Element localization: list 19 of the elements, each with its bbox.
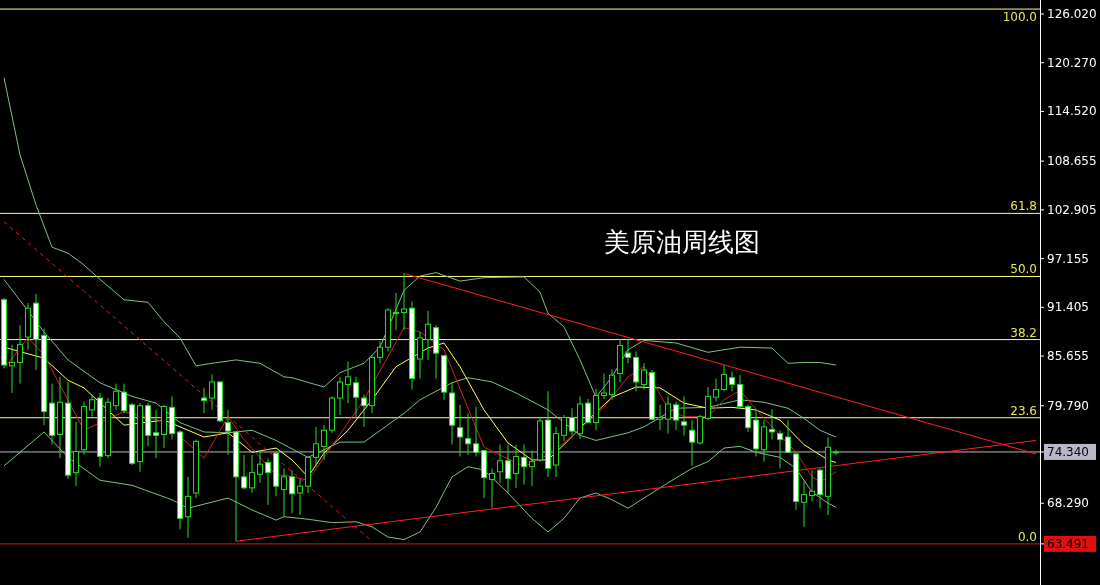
annotation: 38.2 [1010,325,1037,340]
annotation: 100.0 [1002,10,1037,25]
y-tick-label: 120.270 [1047,55,1097,70]
y-tick-label: 97.155 [1047,251,1089,266]
y-tick-label: 85.655 [1047,349,1089,364]
y-tick-label: 102.905 [1047,202,1097,217]
y-tick-label: 74.340 [1047,444,1089,459]
annotation: 50.0 [1010,262,1037,277]
y-tick-label: 126.020 [1047,6,1097,21]
annotation: 23.6 [1010,403,1037,418]
annotation: 0.0 [1017,529,1037,544]
y-tick-label: 79.790 [1047,398,1089,413]
y-tick-label: 63.491 [1047,536,1089,551]
y-tick-label: 114.520 [1047,104,1097,119]
y-tick-label: 108.655 [1047,154,1097,169]
text: 美原油周线图 [604,227,760,257]
y-tick-label: 68.290 [1047,496,1089,511]
y-tick-label: 91.405 [1047,300,1089,315]
annotation: 61.8 [1010,199,1037,214]
